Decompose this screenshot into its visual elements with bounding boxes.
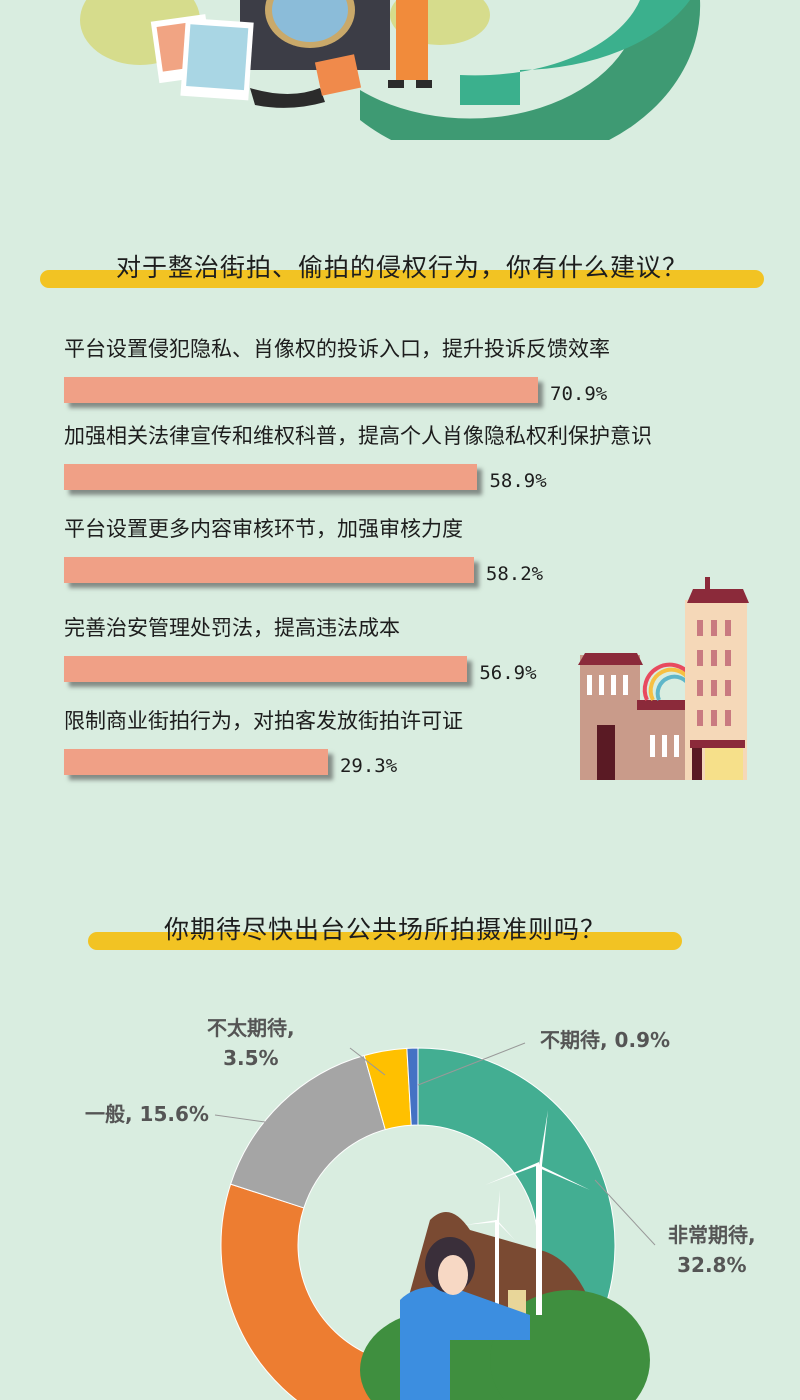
wind-turbine-icon [536,1165,542,1315]
donut-label-text: 32.8% [677,1253,747,1277]
question-1-title-banner: 对于整治街拍、偷拍的侵权行为，你有什么建议？ [40,248,764,288]
donut-slice-不期待 [406,1047,419,1126]
bar [64,749,328,775]
question-1-title: 对于整治街拍、偷拍的侵权行为，你有什么建议？ [115,253,688,282]
person-figure [400,1286,530,1400]
bar [64,464,478,490]
bar-category-label: 加强相关法律宣传和维权科普，提高个人肖像隐私权利保护意识 [64,424,652,448]
donut-data-label: 不期待, 0.9% [540,1025,670,1055]
leader-line [214,1114,266,1123]
bar [64,377,539,403]
leader-line [594,1179,656,1246]
donut-label-text: 不期待, 0.9% [540,1028,671,1052]
question-2-title: 你期待尽快出台公共场所拍摄准则吗？ [163,915,606,944]
question-2-title-banner: 你期待尽快出台公共场所拍摄准则吗？ [88,910,682,950]
bar-value-label: 56.9% [479,662,537,684]
donut-data-label: 一般, 15.6% [85,1099,209,1129]
leader-line [349,1047,386,1076]
leader-line [417,1042,526,1086]
camera-lens [272,0,348,42]
donut-label-text: 3.5% [223,1046,279,1070]
bar [64,557,474,583]
rainbow-icon [642,662,692,701]
bar [64,656,468,682]
camera-illustration [80,0,701,140]
title-highlight [40,270,764,288]
donut-data-label: 非常期待, 32.8% [668,1220,756,1280]
green-arc [360,0,701,140]
title-highlight [88,932,682,950]
bar-value-label: 70.9% [550,383,608,405]
bar-value-label: 29.3% [339,755,398,777]
wind-turbine-illustration [360,1110,650,1400]
bar-category-label: 完善治安管理处罚法，提高违法成本 [64,616,400,640]
person-figure [396,0,428,80]
building-illustration [578,577,749,780]
donut-data-label: 不太期待, 3.5% [207,1013,295,1073]
bar-category-label: 平台设置侵犯隐私、肖像权的投诉入口，提升投诉反馈效率 [64,337,610,361]
donut-label-text: 一般, 15.6% [85,1102,209,1126]
film-strip [250,88,325,108]
bar-category-label: 平台设置更多内容审核环节，加强审核力度 [64,517,463,541]
donut-label-text: 不太期待, [207,1016,295,1040]
bar-value-label: 58.2% [485,563,544,585]
bar-value-label: 58.9% [489,470,547,492]
donut-label-text: 非常期待, [668,1223,756,1247]
bar-category-label: 限制商业街拍行为，对拍客发放街拍许可证 [64,709,463,733]
